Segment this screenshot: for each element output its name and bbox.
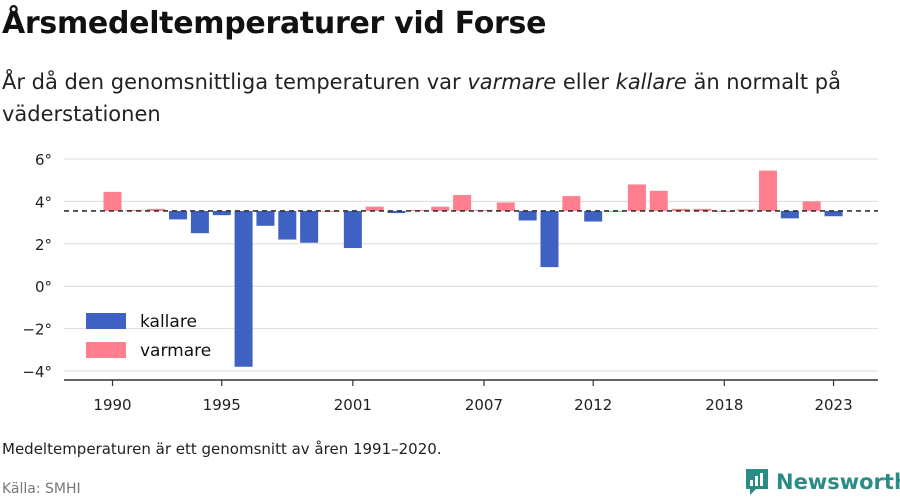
bar-warm [671,208,690,211]
x-tick-label: 1990 [93,396,131,414]
bar-warm [802,201,821,211]
subtitle-cold: kallare [615,70,687,94]
bar-warm [562,196,581,211]
legend-label-cold: kallare [140,312,197,332]
bar-warm [147,208,166,211]
bar-cold [780,210,799,219]
subtitle-part2: eller [556,70,616,94]
bar-cold [540,210,559,268]
bar-cold [518,210,537,221]
bar-warm [496,202,515,211]
source-credit: Källa: SMHI [2,481,81,497]
bar-cold [256,210,275,226]
bar-cold [343,210,362,249]
bar-warm [103,191,122,211]
x-tick-label: 1995 [203,396,241,414]
bar-cold [190,210,209,234]
chart-title: Årsmedeltemperaturer vid Forse [2,6,547,41]
y-tick-label: 0° [35,278,52,296]
bar-warm [365,206,384,211]
footnote: Medeltemperaturen är ett genomsnitt av å… [2,440,442,458]
brand-logo: Newsworthy [744,467,900,497]
legend-swatch-warm [86,342,126,358]
bar-cold [824,210,843,217]
bar-warm [737,209,756,211]
newsworthy-logo-icon [746,469,768,495]
x-tick-label: 2001 [334,396,372,414]
bar-warm [474,209,493,211]
x-tick-label: 2023 [814,396,852,414]
bar-warm [649,190,668,211]
y-tick-label: −4° [22,363,52,381]
y-tick-label: 6° [35,151,52,169]
bar-warm [759,170,777,211]
x-tick-label: 2018 [705,396,743,414]
bar-warm [693,208,712,211]
bar-warm [431,206,450,211]
subtitle-warm: varmare [467,70,557,94]
y-tick-label: 4° [35,193,52,211]
y-tick-label: 2° [35,236,52,254]
bar-cold [278,210,297,240]
bar-cold [300,210,319,243]
bar-warm [453,195,472,211]
x-tick-label: 2007 [465,396,503,414]
bar-cold [234,210,253,367]
subtitle-part1: År då den genomsnittliga temperaturen va… [2,70,468,94]
bar-warm [322,210,340,212]
legend-label-warm: varmare [140,341,211,361]
bar-cold [387,210,406,214]
y-tick-label: −2° [22,321,52,339]
bar-cold [212,210,231,216]
chart-subtitle: År då den genomsnittliga temperaturen va… [2,66,892,130]
bar-warm [125,209,144,211]
x-tick-label: 2012 [574,396,612,414]
subtitle-part3: än normalt på väderstationen [2,70,841,126]
bar-cold [584,210,603,222]
brand-name: Newsworthy [776,470,900,494]
legend-swatch-cold [86,313,126,329]
bar-cold [169,210,188,220]
bar-warm [627,184,646,211]
